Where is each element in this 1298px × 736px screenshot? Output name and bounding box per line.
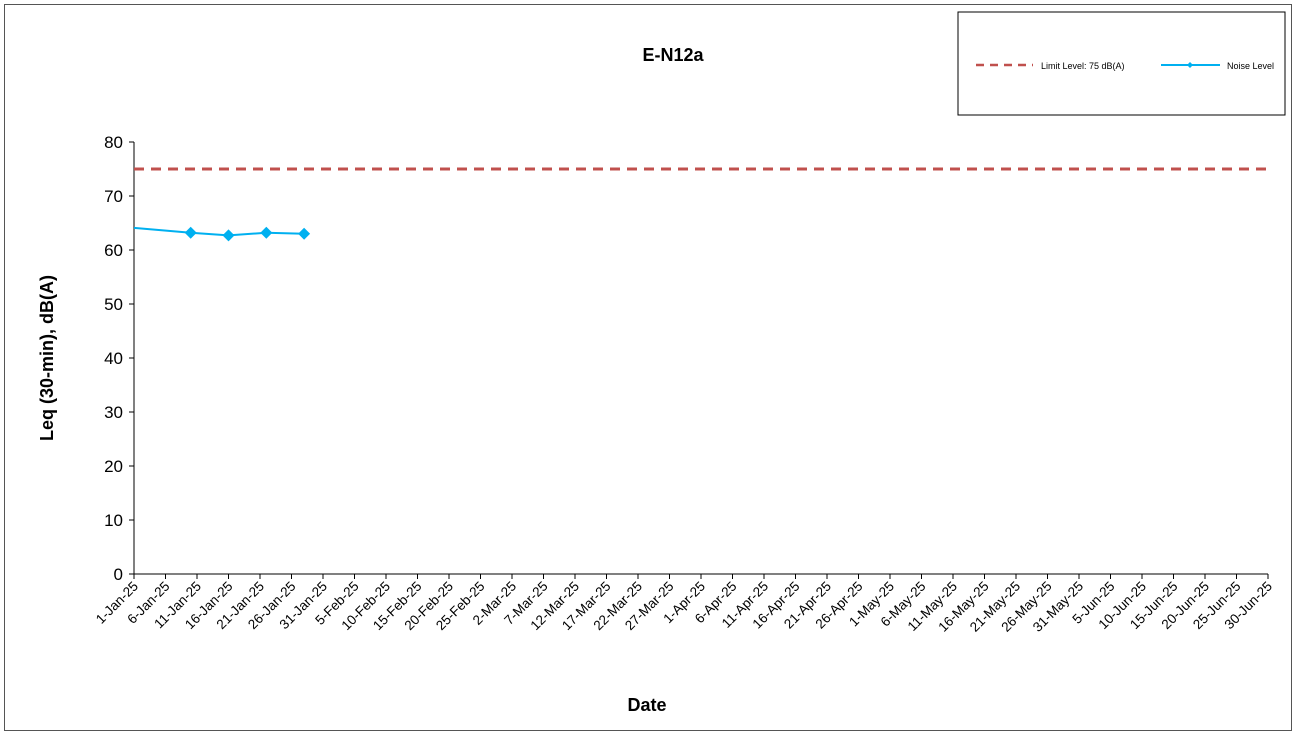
y-tick-label: 0 [114,565,123,584]
y-tick-label: 40 [104,349,123,368]
chart-title: E-N12a [642,45,704,65]
legend-noise-marker [1187,62,1193,68]
legend: Limit Level: 75 dB(A) Noise Level [957,11,1286,116]
y-tick-label: 70 [104,187,123,206]
noise-level-point [222,229,235,242]
noise-level-point [184,226,197,239]
legend-box [957,11,1286,116]
y-tick-label: 20 [104,457,123,476]
y-tick-label: 30 [104,403,123,422]
legend-limit-label: Limit Level: 75 dB(A) [1041,61,1125,71]
y-axis: 0 10 20 30 40 50 60 70 80 [104,133,135,584]
chart-frame [4,4,1292,731]
legend-noise-label: Noise Level [1227,61,1274,71]
x-axis: 1-Jan-256-Jan-2511-Jan-2516-Jan-2521-Jan… [93,573,1275,635]
y-tick-label: 60 [104,241,123,260]
noise-level-point [298,227,311,240]
series-layer [133,167,1268,242]
noise-level-line [133,226,305,237]
y-tick-label: 50 [104,295,123,314]
y-tick-label: 80 [104,133,123,152]
y-tick-label: 10 [104,511,123,530]
x-axis-label: Date [627,695,666,715]
noise-level-point [260,226,273,239]
y-axis-label: Leq (30-min), dB(A) [37,275,57,441]
